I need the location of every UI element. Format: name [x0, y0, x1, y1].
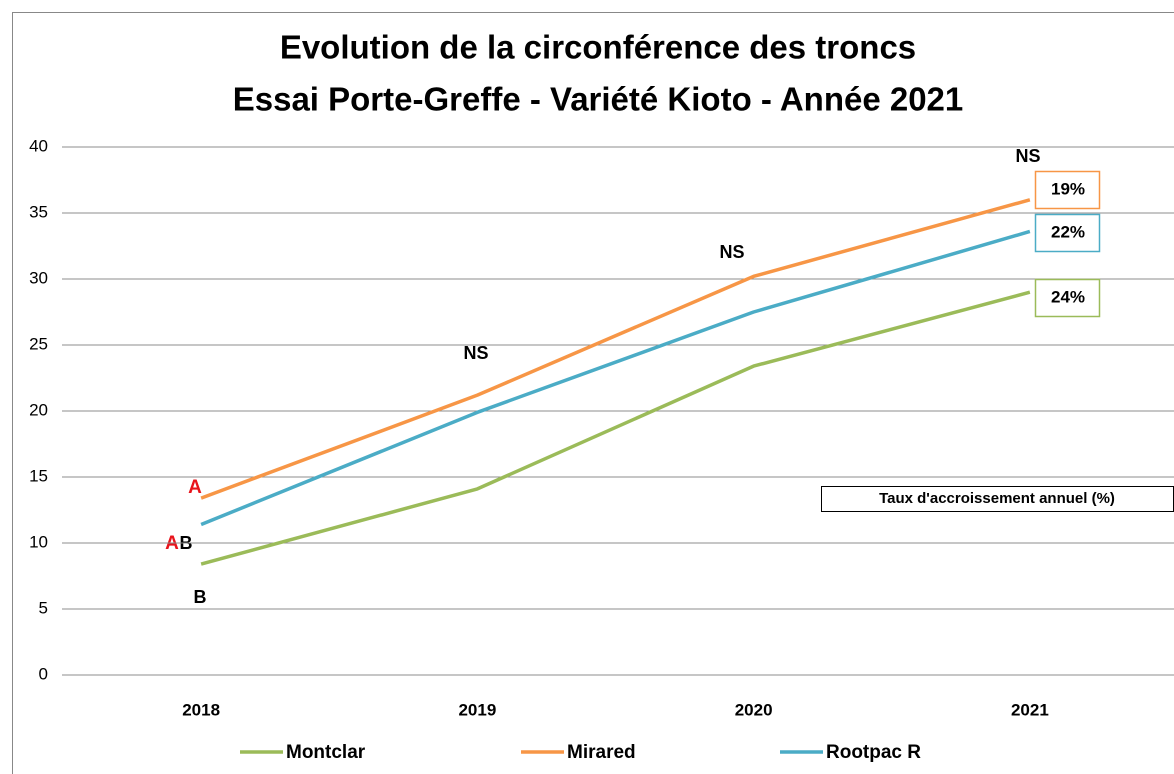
legend-label: Rootpac R: [826, 742, 921, 763]
growth-label: 19%: [1051, 179, 1085, 198]
y-tick-label: 15: [29, 466, 48, 485]
chart-title: Evolution de la circonférence des troncs: [280, 29, 916, 66]
y-tick-label: 10: [29, 532, 48, 551]
x-tick-label: 2020: [735, 700, 773, 719]
growth-title: Taux d'accroissement annuel (%): [879, 490, 1115, 507]
growth-box: [1034, 213, 1101, 253]
x-tick-label: 2019: [458, 700, 496, 719]
y-tick-label: 35: [29, 202, 48, 221]
x-tick-label: 2018: [182, 700, 220, 719]
growth-box: [1034, 278, 1101, 318]
y-tick-label: 20: [29, 400, 48, 419]
series-line: [200, 198, 1031, 500]
growth-label: 24%: [1051, 287, 1085, 306]
y-tick-label: 40: [29, 136, 48, 155]
y-tick-label: 0: [39, 664, 48, 683]
annotation: NS: [719, 242, 744, 262]
annotation: A: [188, 477, 202, 498]
annotation: B: [194, 587, 207, 607]
annotation: A: [165, 533, 179, 554]
series-line: [200, 290, 1031, 566]
growth-title-box: [821, 486, 1174, 512]
legend-label: Montclar: [286, 742, 366, 763]
y-tick-label: 25: [29, 334, 48, 353]
chart-subtitle: Essai Porte-Greffe - Variété Kioto - Ann…: [233, 81, 964, 118]
growth-label: 22%: [1051, 222, 1085, 241]
y-tick-label: 30: [29, 268, 48, 287]
series-line: [200, 229, 1031, 527]
annotation: NS: [1015, 146, 1040, 166]
growth-box: [1034, 170, 1101, 210]
y-tick-label: 5: [39, 598, 48, 617]
annotation: NS: [463, 343, 488, 363]
x-tick-label: 2021: [1011, 700, 1049, 719]
legend-label: Mirared: [567, 742, 636, 763]
